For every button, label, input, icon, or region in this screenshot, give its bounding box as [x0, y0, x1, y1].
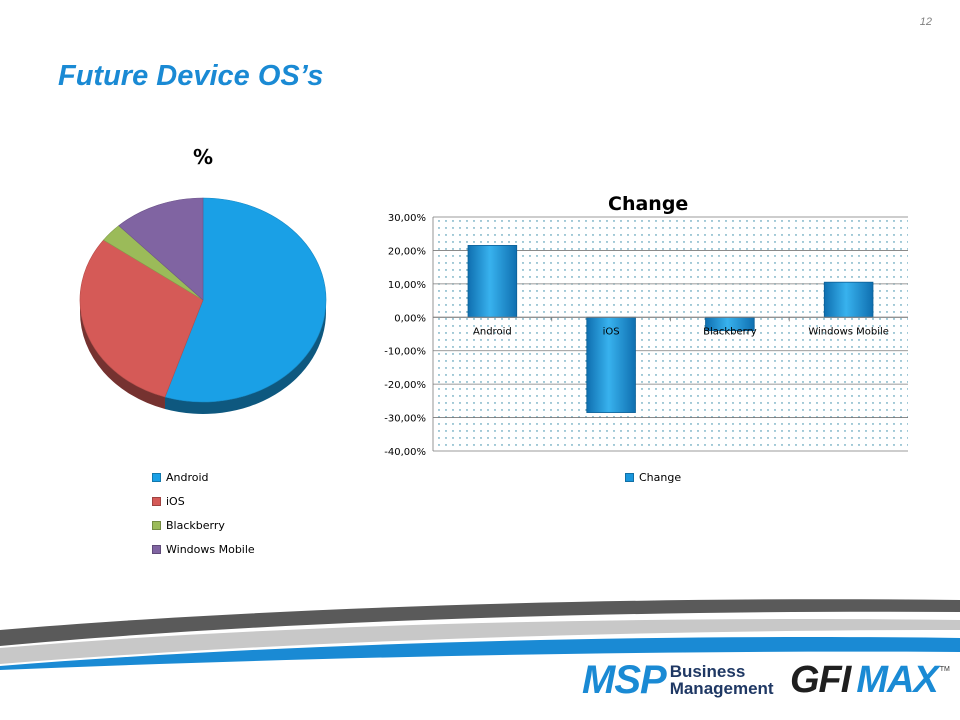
legend-swatch-android [152, 472, 161, 482]
bar-ios [586, 316, 636, 413]
y-tick-label: -20,00% [384, 380, 426, 391]
gfi-max-logo: GFI MAX TM [790, 660, 950, 700]
x-category-label: Windows Mobile [808, 326, 889, 337]
y-tick-label: 10,00% [388, 280, 426, 291]
bar-legend: Change [625, 465, 681, 489]
legend-swatch-blackberry [152, 520, 161, 530]
legend-swatch-windows-mobile [152, 544, 161, 554]
y-tick-label: 20,00% [388, 246, 426, 257]
y-tick-label: 30,00% [388, 213, 426, 224]
y-tick-label: -40,00% [384, 447, 426, 458]
max-logo-text: MAX [856, 659, 938, 701]
pie-slice-side [164, 300, 326, 414]
legend-label: Windows Mobile [166, 542, 255, 556]
legend-item-windows-mobile: Windows Mobile [152, 537, 255, 561]
msp-logo-subtitle: Business Management [670, 663, 774, 697]
legend-item-change: Change [625, 465, 681, 489]
bar-chart-title: Change [608, 193, 689, 215]
y-tick-label: 0,00% [394, 313, 426, 324]
x-category-label: iOS [603, 326, 620, 337]
page-number: 12 [919, 16, 932, 28]
pie-slice-windows-mobile [118, 197, 204, 301]
trademark-mark: TM [939, 666, 950, 673]
legend-label: iOS [166, 494, 185, 508]
pie-slice-android [164, 197, 327, 403]
bar-chart: 30,00% 20,00% 10,00% 0,00% -10,00% -20,00% -30… [384, 213, 908, 458]
pie-slice-side [80, 300, 165, 410]
bar-windows-mobile [823, 281, 874, 318]
legend-item-ios: iOS [152, 489, 255, 513]
legend-swatch-ios [152, 496, 161, 506]
x-category-label: Android [473, 326, 512, 337]
legend-item-blackberry: Blackberry [152, 513, 255, 537]
pie-chart [79, 197, 327, 414]
y-tick-label: -30,00% [384, 414, 426, 425]
gfi-logo-text: GFI [790, 659, 851, 701]
legend-label: Android [166, 470, 209, 484]
msp-logo-line2: Management [669, 679, 774, 698]
legend-label: Blackberry [166, 518, 225, 532]
msp-business-management-logo: MSP Business Management [582, 660, 774, 700]
pie-chart-title: % [193, 145, 214, 169]
pie-slice-ios [79, 239, 204, 398]
msp-logo-line1: Business [669, 662, 746, 681]
legend-label: Change [639, 470, 682, 484]
pie-legend: Android iOS Blackberry Windows Mobile [152, 465, 255, 561]
msp-logo-text: MSP [582, 658, 667, 702]
legend-item-android: Android [152, 465, 255, 489]
legend-swatch-change [625, 472, 634, 482]
slide-title: Future Device OS’s [58, 60, 324, 92]
decorative-swoosh [0, 599, 960, 670]
x-category-label: Blackberry [703, 326, 757, 337]
bar-android [467, 245, 518, 318]
y-tick-label: -10,00% [384, 347, 426, 358]
